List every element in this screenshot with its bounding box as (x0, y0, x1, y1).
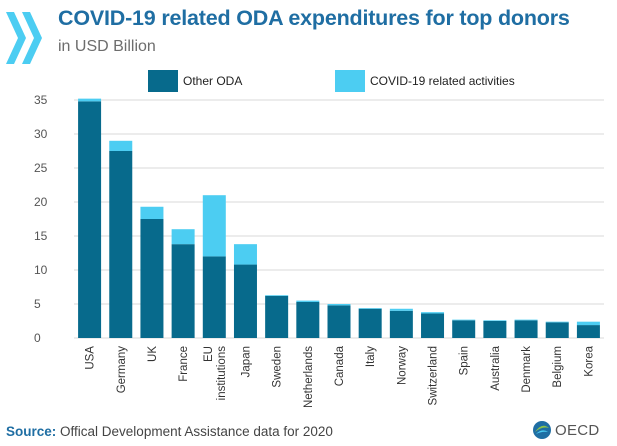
y-axis: 0 5 10 15 20 25 30 35 (34, 93, 48, 345)
x-tick-label: Norway (396, 346, 408, 385)
x-tick-label: Japan (240, 346, 252, 377)
bar-covid (296, 300, 320, 302)
x-tick-label: Germany (116, 346, 128, 394)
x-tick-label: Italy (365, 346, 377, 367)
x-tick-label: EU (203, 346, 215, 362)
bar-covid (202, 195, 226, 257)
bar-covid (171, 229, 195, 245)
bar-other-oda (233, 264, 257, 338)
x-tick-label: Canada (334, 345, 346, 386)
legend-label: COVID-19 related activities (370, 74, 515, 88)
x-tick-label: France (178, 346, 190, 382)
bar-other-oda (171, 244, 195, 338)
bar-other-oda (296, 301, 320, 338)
oecd-chevron-icon (6, 12, 42, 64)
x-tick-label: Belgium (552, 346, 564, 388)
bar-other-oda (576, 325, 600, 338)
bar-other-oda (514, 320, 538, 338)
bar-covid (452, 319, 476, 321)
bar-covid (109, 140, 133, 151)
bar-other-oda (389, 310, 413, 338)
y-tick-label: 25 (34, 161, 48, 175)
x-tick-label: USA (85, 346, 97, 370)
bar-other-oda (545, 322, 569, 338)
source-note: Source: Offical Development Assistance d… (6, 424, 333, 439)
bars (78, 98, 600, 338)
x-tick-label: Netherlands (303, 346, 315, 408)
bar-covid (514, 319, 538, 321)
x-axis: USA Germany UK France EU institutions Japan Swe… (85, 345, 596, 408)
bar-covid (389, 308, 413, 311)
oecd-logo-icon (533, 421, 551, 439)
x-tick-label: Switzerland (428, 346, 440, 405)
bar-other-oda (78, 101, 102, 338)
chart-title: COVID-19 related ODA expenditures for to… (58, 6, 570, 30)
source-text: Offical Development Assistance data for … (60, 424, 333, 439)
y-tick-label: 20 (34, 195, 48, 209)
oecd-logo-text: OECD (555, 421, 600, 439)
bar-other-oda (483, 321, 507, 338)
bar-covid (545, 321, 569, 323)
bar-other-oda (421, 313, 445, 338)
bar-covid (265, 295, 289, 296)
bar-other-oda (452, 320, 476, 338)
bar-other-oda (140, 219, 164, 338)
y-tick-label: 15 (34, 229, 48, 243)
bar-covid (233, 244, 257, 265)
x-tick-label: UK (147, 346, 159, 362)
y-tick-label: 10 (34, 263, 48, 277)
bar-other-oda (109, 151, 133, 338)
chart-subtitle: in USD Billion (58, 38, 156, 55)
bar-other-oda (358, 308, 382, 338)
bar-covid (78, 98, 102, 102)
source-label: Source: (6, 424, 57, 439)
bar-other-oda (327, 305, 351, 338)
y-tick-label: 0 (34, 331, 41, 345)
bar-covid (358, 308, 382, 309)
x-tick-label: Australia (490, 345, 502, 390)
x-tick-label: institutions (216, 346, 228, 401)
x-tick-label: Denmark (521, 346, 533, 393)
oecd-logo: OECD (532, 420, 600, 440)
bar-other-oda (202, 256, 226, 338)
bar-other-oda (265, 295, 289, 338)
legend-swatch (148, 70, 178, 92)
x-tick-label: Korea (583, 345, 595, 376)
bar-chart: 0 5 10 15 20 25 30 35 USA Germany UK France EU insti… (34, 70, 604, 408)
bar-covid (140, 206, 164, 219)
bar-covid (483, 320, 507, 321)
x-tick-label: Sweden (272, 346, 284, 388)
y-tick-label: 30 (34, 127, 48, 141)
bar-covid (421, 312, 445, 314)
legend-swatch (335, 70, 365, 92)
bar-covid (576, 321, 600, 326)
y-tick-label: 5 (34, 297, 41, 311)
y-tick-label: 35 (34, 93, 48, 107)
bar-covid (327, 304, 351, 306)
legend-label: Other ODA (183, 74, 242, 88)
x-tick-label: Spain (459, 346, 471, 375)
legend: Other ODA COVID-19 related activities (148, 70, 515, 92)
